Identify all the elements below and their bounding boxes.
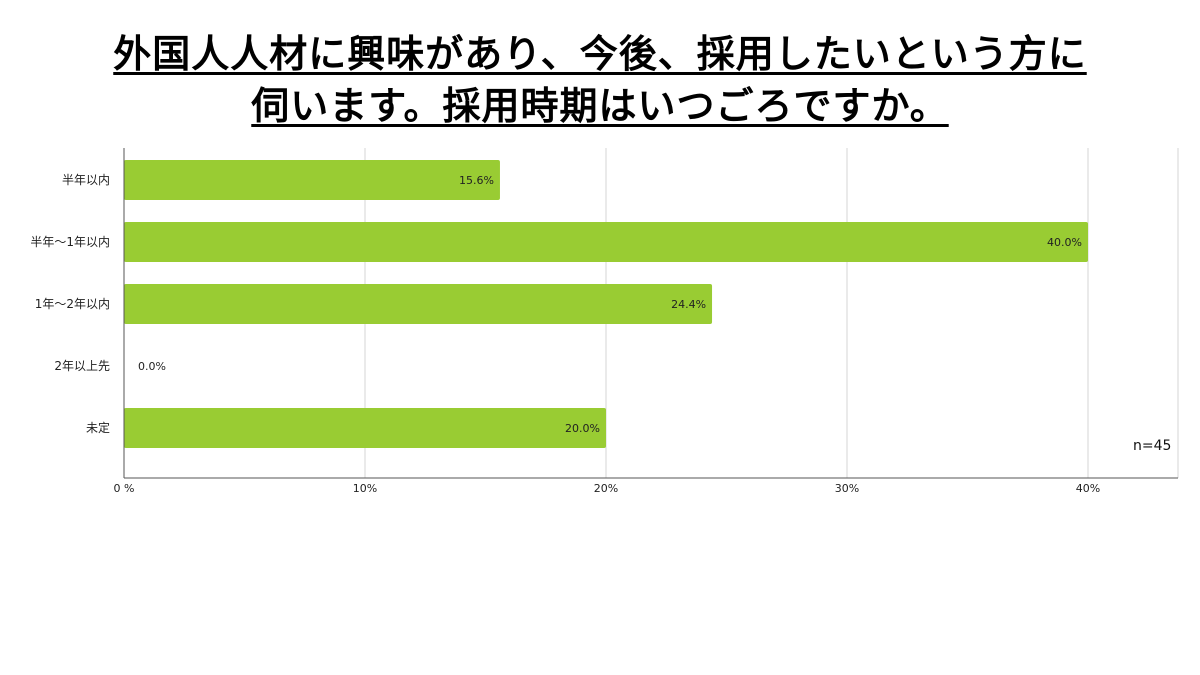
- x-axis-ticks: 0 % 10% 20% 30% 40%: [114, 482, 1101, 495]
- category-label: 1年〜2年以内: [35, 297, 110, 311]
- x-tick-label: 40%: [1076, 482, 1100, 495]
- category-label: 2年以上先: [54, 359, 110, 373]
- x-tick-label: 0 %: [114, 482, 135, 495]
- category-label: 半年以内: [62, 173, 110, 187]
- chart-title: 外国人人材に興味があり、今後、採用したいという方に 伺います。採用時期はいつごろ…: [0, 28, 1200, 132]
- bar: [124, 222, 1088, 262]
- chart-title-line1: 外国人人材に興味があり、今後、採用したいという方に: [113, 32, 1087, 76]
- data-label: 40.0%: [1047, 236, 1082, 249]
- data-label: 20.0%: [565, 422, 600, 435]
- x-tick-label: 30%: [835, 482, 859, 495]
- bars: 15.6% 40.0% 24.4% 0.0% 20.0%: [124, 160, 1088, 448]
- data-label: 0.0%: [138, 360, 166, 373]
- category-label: 未定: [86, 420, 110, 435]
- bar: [124, 284, 713, 324]
- bar: [124, 408, 606, 448]
- x-tick-label: 10%: [353, 482, 377, 495]
- category-label: 半年〜1年以内: [30, 235, 110, 249]
- x-tick-label: 20%: [594, 482, 618, 495]
- data-label: 15.6%: [459, 174, 494, 187]
- bar: [124, 160, 500, 200]
- data-label: 24.4%: [671, 298, 706, 311]
- sample-size-label: n=45: [1133, 438, 1171, 454]
- chart-title-line2: 伺います。採用時期はいつごろですか。: [251, 84, 949, 128]
